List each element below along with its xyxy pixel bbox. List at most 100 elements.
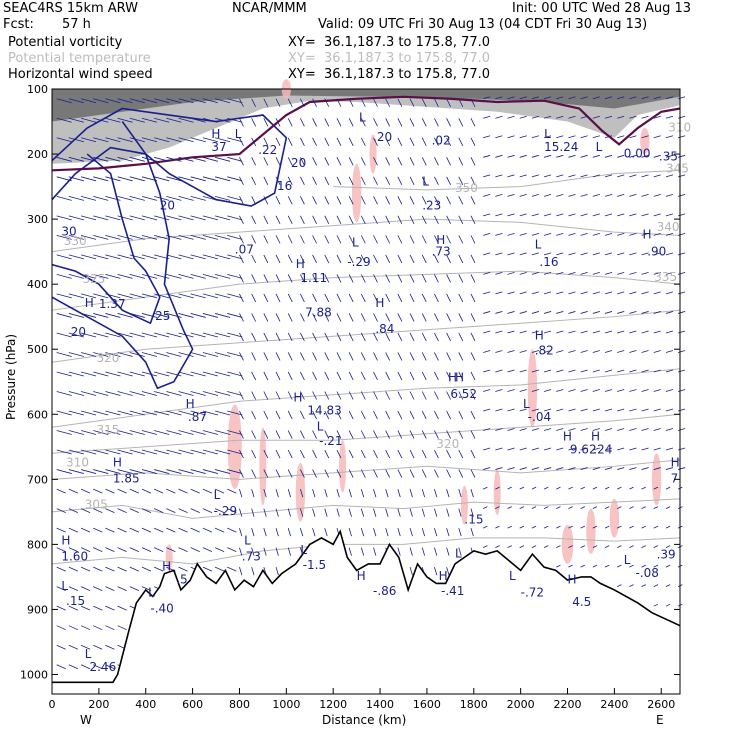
wind-vector — [263, 449, 269, 459]
wind-vector — [166, 527, 176, 533]
wind-vector — [239, 488, 243, 498]
x-tick-label: 2600 — [647, 698, 675, 711]
wind-vector — [312, 235, 317, 244]
y-tick-label: 1000 — [20, 668, 48, 681]
wind-vector — [641, 428, 649, 431]
extremum-L: L — [544, 127, 551, 141]
wind-vector — [531, 96, 540, 100]
value-label: .15 — [66, 594, 85, 608]
wind-vector — [336, 293, 342, 303]
extremum-L: L — [85, 647, 92, 661]
wind-vector — [166, 313, 182, 318]
wind-vector — [458, 254, 464, 264]
x-tick-label: 1000 — [272, 698, 300, 711]
wind-vector — [287, 215, 293, 225]
wind-vector — [483, 428, 491, 431]
wind-vector — [446, 352, 451, 361]
wind-vector — [214, 117, 231, 123]
wind-vector — [543, 291, 552, 295]
wind-vector — [409, 274, 415, 283]
wind-vector — [592, 272, 600, 275]
wind-vector — [580, 174, 588, 178]
wind-vector — [580, 525, 586, 529]
wind-vector — [202, 176, 219, 182]
wind-vector — [154, 332, 170, 338]
y-tick-label: 400 — [27, 278, 48, 291]
wind-vector — [519, 213, 527, 217]
wind-vector — [348, 508, 352, 517]
wind-vector — [531, 311, 540, 314]
wind-vector — [300, 508, 304, 517]
wind-vector — [263, 98, 269, 107]
wind-vector — [166, 254, 182, 260]
wind-vector — [568, 272, 576, 275]
wind-vector — [641, 96, 649, 100]
wind-vector — [190, 293, 206, 299]
extremum-H: H — [296, 257, 305, 271]
wind-vector — [251, 176, 257, 186]
wind-vector — [202, 352, 219, 357]
wind-vector — [556, 428, 564, 431]
wind-vector — [336, 196, 342, 205]
wind-vector — [263, 176, 269, 186]
wind-vector — [190, 137, 206, 143]
wind-vector — [641, 154, 649, 158]
wind-vector — [348, 449, 354, 459]
wind-vector — [373, 118, 378, 127]
wind-vector — [556, 193, 564, 197]
wind-vector — [556, 506, 561, 509]
wind-vector — [507, 311, 515, 314]
wind-vector — [495, 467, 503, 470]
wind-vector — [80, 469, 97, 474]
wind-vector — [604, 311, 613, 314]
wind-vector — [141, 274, 158, 279]
wind-vector — [287, 176, 293, 186]
wind-vector — [495, 96, 503, 100]
wind-vector — [531, 408, 540, 412]
wind-vector — [117, 98, 133, 104]
wind-vector — [556, 369, 564, 373]
wind-vector — [80, 332, 97, 338]
extremum-H: H — [113, 455, 122, 469]
value-label: .02 — [432, 133, 451, 147]
x-tick-label: 2000 — [507, 698, 535, 711]
wind-vector — [239, 157, 244, 166]
wind-vector — [446, 98, 451, 107]
theta-contour-2 — [51, 459, 681, 480]
wind-vector — [421, 430, 427, 439]
wind-vector — [214, 254, 231, 260]
wind-vector — [385, 215, 391, 225]
wind-vector — [202, 332, 219, 338]
terrain-profile — [52, 529, 681, 684]
wind-vector — [251, 157, 257, 166]
wind-vector — [678, 311, 686, 314]
wind-vector — [129, 527, 139, 533]
wind-vector — [178, 195, 194, 201]
wind-vector — [129, 215, 145, 221]
wind-vector — [129, 469, 145, 474]
wind-vector — [592, 486, 598, 490]
wind-vector — [434, 449, 439, 459]
wind-vector — [641, 350, 649, 353]
wind-vector — [214, 332, 231, 338]
wind-vector — [519, 311, 527, 314]
field-xy-theta: XY= 36.1,187.3 to 175.8, 77.0 — [288, 51, 491, 66]
wind-vector — [117, 352, 133, 357]
wind-vector — [543, 330, 552, 334]
wind-vector — [80, 488, 91, 494]
wind-vector — [580, 408, 588, 412]
x-tick-label: 600 — [182, 698, 203, 711]
wind-vector — [385, 527, 389, 537]
extremum-L: L — [235, 127, 242, 141]
wind-vector — [178, 293, 194, 299]
field-xy-pv: XY= 36.1,187.3 to 175.8, 77.0 — [288, 35, 491, 50]
wind-vector — [409, 196, 415, 205]
wind-vector — [665, 525, 671, 529]
wind-vector — [263, 332, 269, 342]
wind-vector — [154, 117, 170, 123]
wind-vector — [93, 332, 109, 338]
wind-vector — [275, 449, 281, 459]
wind-vector — [275, 352, 281, 361]
wind-vector — [275, 313, 281, 322]
wind-vector — [105, 293, 121, 299]
